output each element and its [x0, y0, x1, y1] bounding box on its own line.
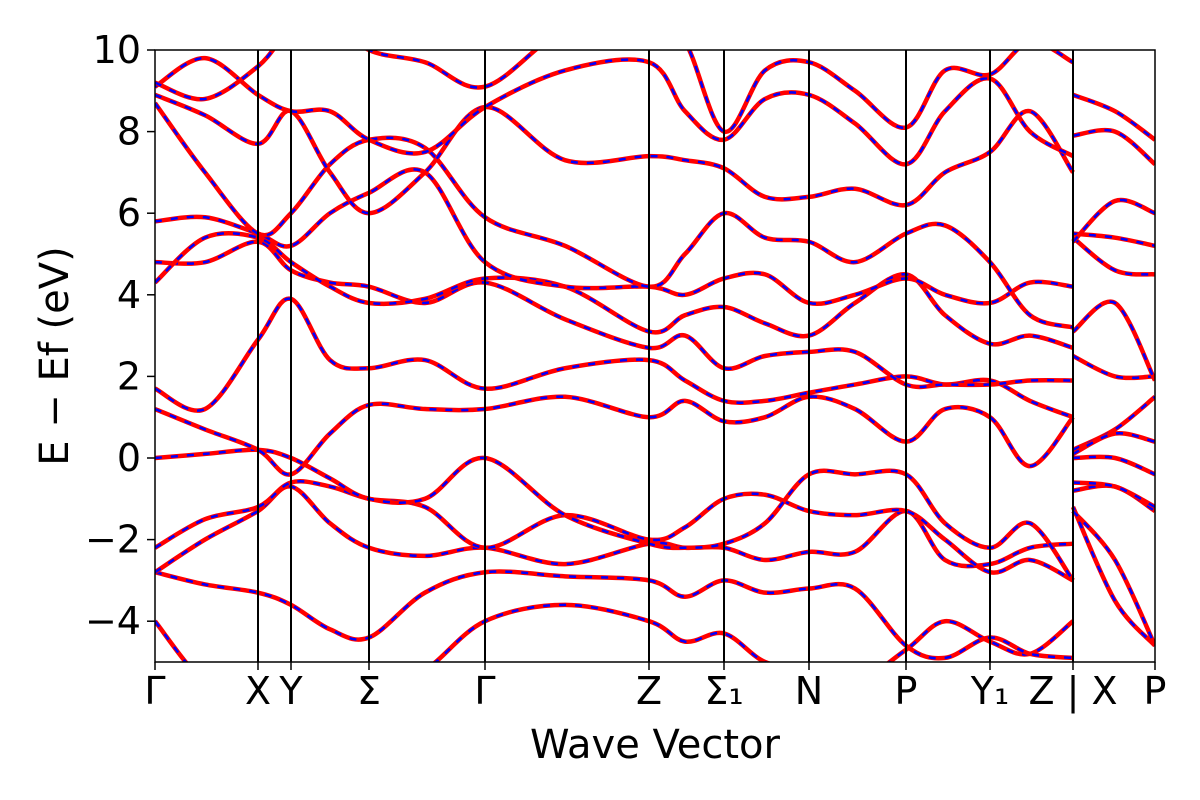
band-line	[155, 50, 1155, 142]
band-line-dashed	[155, 510, 1155, 660]
band-line	[155, 231, 1155, 382]
band-line	[155, 92, 1155, 244]
x-tick-label: Y₁	[970, 669, 1009, 713]
x-tick-label: X	[245, 669, 271, 713]
x-tick-label: P	[895, 669, 918, 713]
band-line	[155, 394, 1155, 477]
x-tick-label: Σ	[357, 669, 381, 713]
y-tick-label: 10	[93, 28, 141, 72]
band-line-dashed	[155, 484, 1155, 574]
y-tick-label: 4	[117, 273, 141, 317]
x-tick-label: Y	[278, 669, 303, 713]
band-line-dashed	[155, 50, 1155, 141]
x-tick-label: N	[795, 669, 823, 713]
band-line	[155, 296, 1155, 456]
band-line-dashed	[155, 93, 1155, 243]
band-line-dashed	[155, 232, 1155, 382]
y-tick-label: 6	[117, 191, 141, 235]
plot-frame	[154, 49, 1156, 663]
x-tick-label: Z	[636, 669, 662, 713]
band-line-dashed	[155, 506, 1155, 662]
band-line-dashed	[155, 480, 1155, 582]
band-line-dashed	[155, 240, 1155, 389]
band-line	[155, 55, 1155, 167]
band-line-dashed	[155, 448, 1155, 582]
y-tick-label: −2	[85, 518, 141, 562]
x-tick-label: Σ₁	[704, 669, 743, 713]
x-tick-label: Z | X	[1028, 669, 1117, 714]
y-tick-label: 2	[117, 354, 141, 398]
band-line	[155, 509, 1155, 661]
y-tick-label: 0	[117, 436, 141, 480]
band-line-dashed	[155, 56, 1155, 166]
x-tick-label: Γ	[144, 669, 165, 713]
y-axis-label: E − Ef (eV)	[32, 246, 78, 465]
y-tick-label: 8	[117, 110, 141, 154]
x-axis-label: Wave Vector	[530, 722, 781, 768]
band-line-dashed	[155, 297, 1155, 456]
x-tick-label: P	[1144, 669, 1167, 713]
band-line-dashed	[155, 395, 1155, 476]
x-tick-label: Γ	[474, 669, 495, 713]
y-tick-label: −4	[85, 599, 141, 643]
bands	[155, 50, 1155, 662]
